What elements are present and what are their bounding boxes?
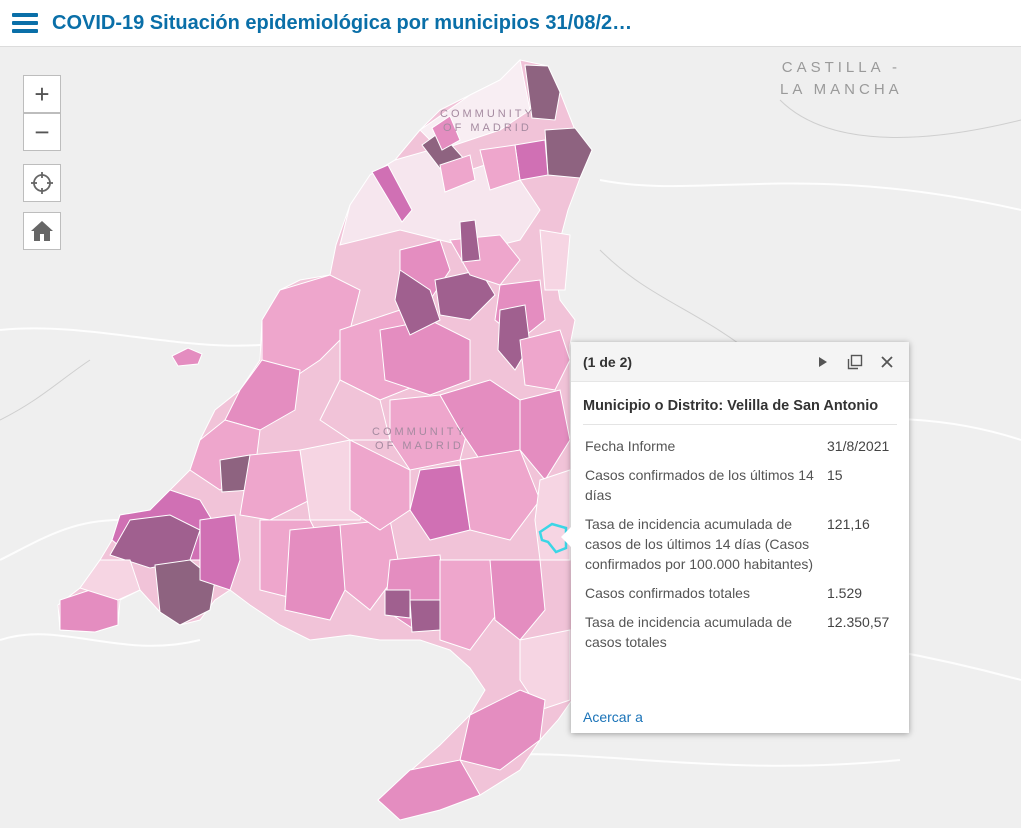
menu-icon[interactable]: [12, 13, 38, 33]
castilla-la-mancha-label: CASTILLA - LA MANCHA: [780, 59, 903, 98]
locate-button[interactable]: [23, 164, 61, 202]
app-header: COVID-19 Situación epidemiológica por mu…: [0, 0, 1021, 47]
table-row: Tasa de incidencia acumulada de casos de…: [585, 511, 897, 580]
home-icon: [31, 221, 53, 241]
dock-icon: [847, 354, 863, 369]
community-of-madrid-label-north: COMMUNITY OF MADRID: [440, 108, 535, 134]
zoom-in-button[interactable]: +: [23, 75, 61, 113]
next-feature-button[interactable]: [813, 352, 833, 372]
table-row: Tasa de incidencia acumulada de casos to…: [585, 609, 897, 658]
popup-title: Municipio o Distrito: Velilla de San Ant…: [583, 398, 897, 425]
zoom-out-button[interactable]: −: [23, 113, 61, 151]
attribute-label: Tasa de incidencia acumulada de casos de…: [585, 516, 814, 572]
crosshair-icon: [31, 172, 53, 194]
attribute-label: Tasa de incidencia acumulada de casos to…: [585, 614, 793, 650]
attribute-label: Fecha Informe: [585, 438, 676, 454]
popup-header: (1 de 2): [571, 342, 909, 382]
table-row: Casos confirmados de los últimos 14 días…: [585, 462, 897, 511]
table-row: Casos confirmados totales 1.529: [585, 580, 897, 609]
popup-pointer: [561, 527, 571, 547]
zoom-to-link[interactable]: Acercar a: [583, 709, 643, 725]
selected-municipality-outline: [538, 522, 568, 554]
attribute-table: Fecha Informe 31/8/2021 Casos confirmado…: [585, 433, 897, 658]
close-icon: [881, 355, 893, 368]
page-title: COVID-19 Situación epidemiológica por mu…: [52, 11, 633, 34]
attribute-value: 12.350,57: [827, 614, 890, 630]
popup-feature-count: (1 de 2): [583, 353, 633, 370]
attribute-label: Casos confirmados de los últimos 14 días: [585, 467, 814, 503]
play-icon: [819, 356, 827, 367]
home-button[interactable]: [23, 212, 61, 250]
attribute-value: 1.529: [827, 585, 863, 601]
attribute-value: 31/8/2021: [827, 438, 890, 454]
attribute-value: 121,16: [827, 516, 870, 532]
attribute-value: 15: [827, 467, 843, 483]
table-row: Fecha Informe 31/8/2021: [585, 433, 897, 462]
community-of-madrid-label-center: COMMUNITY OF MADRID: [372, 426, 467, 452]
feature-popup: (1 de 2) Municipio o Distrito: Velilla d…: [561, 342, 909, 733]
dock-button[interactable]: [845, 352, 865, 372]
attribute-label: Casos confirmados totales: [585, 585, 750, 601]
close-popup-button[interactable]: [877, 352, 897, 372]
